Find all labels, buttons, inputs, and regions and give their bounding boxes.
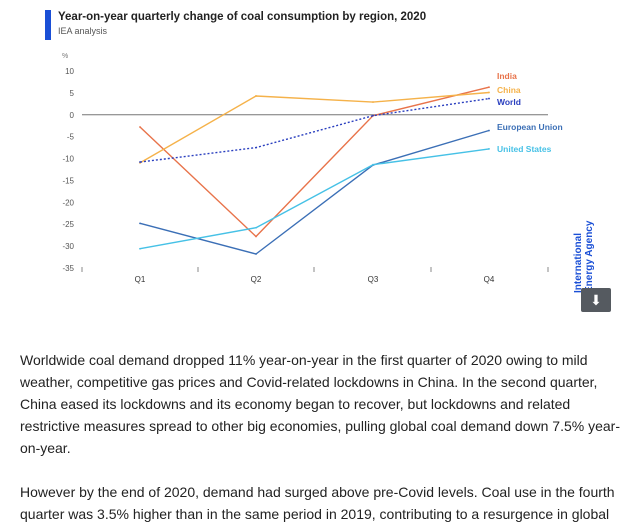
data-point-world: [139, 161, 141, 163]
article-paragraph-2: However by the end of 2020, demand had s…: [20, 484, 615, 522]
series-line-china: [139, 91, 490, 164]
y-tick-label: 10: [65, 67, 74, 76]
x-tick-label: Q2: [251, 275, 262, 284]
data-point-world: [255, 146, 257, 149]
y-tick-label: -25: [62, 220, 74, 229]
data-point-european-union: [139, 222, 141, 225]
download-button[interactable]: ⬇: [581, 288, 611, 312]
article-paragraph-1: Worldwide coal demand dropped 11% year-o…: [20, 352, 620, 456]
data-point-china: [488, 91, 490, 94]
series-line-european-union: [139, 129, 490, 255]
data-point-united-states: [488, 148, 490, 150]
data-point-world: [488, 97, 490, 100]
data-point-china: [255, 95, 257, 97]
series-line-india: [139, 86, 490, 238]
chart-title: Year-on-year quarterly change of coal co…: [58, 11, 427, 23]
data-point-china: [372, 101, 374, 103]
y-tick-label: 5: [70, 89, 75, 98]
y-tick-label: 0: [70, 111, 75, 120]
data-point-india: [488, 86, 490, 89]
data-point-india: [255, 235, 257, 238]
y-tick-label: -10: [62, 155, 74, 164]
chart-container: Year-on-year quarterly change of coal co…: [45, 10, 611, 312]
series-line-united-states: [139, 148, 490, 250]
x-tick-label: Q3: [368, 275, 379, 284]
x-tick-label: Q1: [135, 275, 146, 284]
legend-label-european-union: European Union: [497, 122, 563, 132]
title-accent-bar: [45, 10, 51, 40]
y-tick-label: -15: [62, 176, 74, 185]
iea-logo: International Energy Agency: [573, 221, 595, 293]
data-point-european-union: [488, 129, 490, 132]
line-chart: % 10 5 0 -5 -10 -15 -20 -25 -30 -35 Q1 Q2 Q3 Q4 India C…: [62, 53, 563, 284]
legend-label-india: India: [497, 71, 517, 81]
data-point-united-states: [255, 226, 257, 229]
x-tick-label: Q4: [484, 275, 495, 284]
y-tick-label: -35: [62, 264, 74, 273]
data-point-european-union: [255, 253, 257, 255]
y-tick-label: -5: [67, 133, 75, 142]
y-tick-label: -20: [62, 198, 74, 207]
legend-label-united-states: United States: [497, 144, 552, 154]
y-unit-label: %: [62, 53, 68, 60]
iea-logo-line2: Energy Agency: [584, 220, 595, 293]
series-line-world: [139, 97, 490, 163]
chart-subtitle: IEA analysis: [58, 26, 108, 36]
data-point-united-states: [139, 247, 141, 250]
data-point-world: [372, 114, 374, 117]
legend-label-china: China: [497, 85, 521, 95]
legend-label-world: World: [497, 97, 521, 107]
data-point-united-states: [372, 163, 374, 166]
iea-logo-line1: International: [573, 232, 584, 293]
data-point-india: [139, 126, 141, 128]
download-icon: ⬇: [590, 292, 602, 308]
y-tick-label: -30: [62, 242, 74, 251]
